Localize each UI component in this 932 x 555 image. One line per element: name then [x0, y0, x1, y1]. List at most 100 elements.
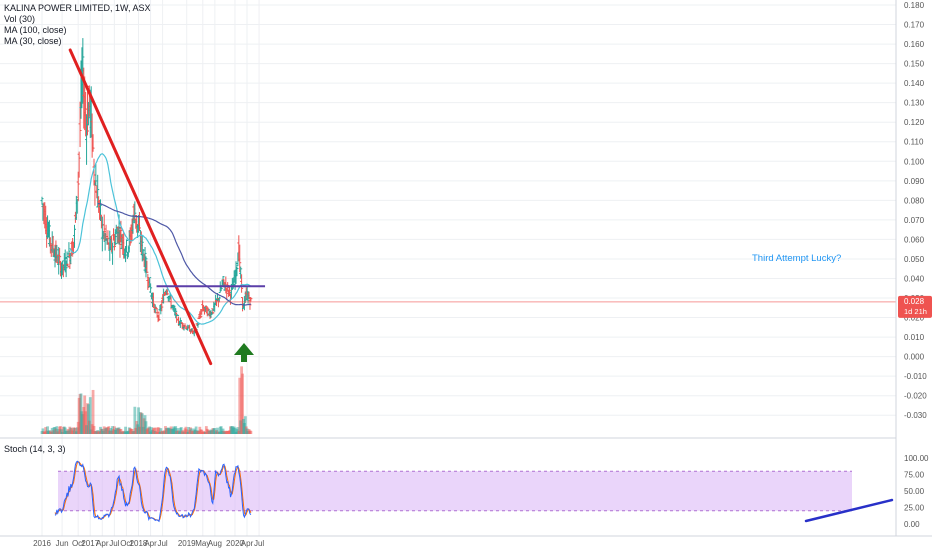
- grid: [0, 0, 896, 536]
- ohlc-bar: [60, 260, 64, 276]
- x-tick-label: 2018: [130, 539, 148, 548]
- volume-bar: [152, 427, 156, 434]
- ohlc-bar: [124, 239, 128, 253]
- drawings: Third Attempt Lucky?: [0, 48, 896, 366]
- stoch-tick-label: 100.00: [904, 454, 929, 463]
- up-arrow-head: [234, 343, 254, 355]
- volume-bar: [107, 426, 111, 434]
- volume-bar: [91, 389, 95, 434]
- volume-bar: [92, 425, 96, 434]
- ohlc-bar: [148, 277, 152, 288]
- volume-bar: [124, 426, 127, 434]
- stoch-k-line: [54, 460, 252, 523]
- volume-bar: [174, 426, 178, 434]
- x-tick-label: Oct: [72, 539, 85, 548]
- y-tick-label: 0.050: [904, 255, 925, 264]
- downtrend-line: [68, 48, 213, 366]
- ohlc-bar: [151, 292, 155, 309]
- ohlc-bar: [245, 286, 249, 301]
- ohlc-bar: [144, 256, 148, 278]
- volume-bar: [63, 427, 67, 434]
- ohlc-bar: [64, 260, 68, 278]
- volume-bar: [157, 427, 161, 434]
- ohlc-bar: [85, 91, 89, 136]
- ohlc-bar: [58, 247, 62, 264]
- price-tag-countdown: 1d 21h: [904, 307, 927, 316]
- volume-bar: [233, 427, 237, 434]
- y-tick-label: 0.180: [904, 1, 925, 10]
- stoch-label[interactable]: Stoch (14, 3, 3): [4, 444, 66, 454]
- ohlc-bar: [249, 297, 253, 302]
- y-tick-label: -0.020: [904, 392, 927, 401]
- y-tick-label: 0.160: [904, 40, 925, 49]
- y-tick-label: -0.010: [904, 372, 927, 381]
- volume-bar: [74, 427, 77, 434]
- volume-bar: [41, 428, 45, 434]
- ohlc-bar: [225, 288, 229, 301]
- y-tick-label: 0.020: [904, 314, 925, 323]
- ohlc-bar: [66, 263, 70, 268]
- volume-bar: [84, 411, 88, 434]
- ohlc-bar: [214, 294, 218, 306]
- x-tick-label: 2016: [33, 539, 51, 548]
- x-tick-label: Jun: [56, 539, 69, 548]
- ohlc-bar: [140, 235, 144, 262]
- chart-legend: KALINA POWER LIMITED, 1W, ASX Vol (30) M…: [4, 3, 151, 47]
- volume-bar: [200, 429, 204, 434]
- volume-bar: [243, 416, 247, 434]
- x-tick-label: Aug: [208, 539, 222, 548]
- volume-bar: [249, 430, 253, 434]
- stochastic-pane: [0, 437, 896, 523]
- stoch-trend-line: [804, 498, 894, 523]
- ohlc-bar: [145, 260, 149, 274]
- volume-bar: [44, 427, 48, 434]
- volume-bar: [238, 377, 242, 434]
- ohlc-bar: [51, 235, 55, 257]
- ohlc-bar: [178, 317, 182, 328]
- ma100-label[interactable]: MA (100, close): [4, 25, 67, 35]
- ohlc-bar: [94, 164, 98, 186]
- volume-bar: [87, 404, 90, 434]
- up-arrow-icon: [234, 343, 254, 362]
- ohlc-bar: [55, 244, 59, 262]
- volume-bar: [154, 427, 158, 434]
- volume-bar: [219, 426, 223, 434]
- x-tick-label: May: [195, 539, 210, 548]
- moving-averages: [69, 153, 252, 325]
- ohlc-bar: [111, 242, 115, 265]
- volume-bars: [40, 366, 253, 434]
- volume-bar: [159, 428, 163, 434]
- volume-bar: [236, 427, 240, 434]
- ohlc-bar: [131, 214, 135, 234]
- volume-bar: [194, 426, 198, 434]
- x-tick-label: Apr: [144, 539, 157, 548]
- ohlc-bar: [157, 311, 161, 322]
- vol-label[interactable]: Vol (30): [4, 14, 36, 24]
- volume-bar: [179, 427, 183, 434]
- volume-bar: [140, 413, 144, 434]
- volume-bar: [148, 426, 152, 434]
- annotation-text: Third Attempt Lucky?: [752, 253, 841, 264]
- ohlc-bar: [235, 266, 239, 277]
- stoch-tick-label: 75.00: [904, 471, 925, 480]
- ohlc-bar: [221, 276, 225, 286]
- volume-bar: [241, 373, 244, 434]
- ohlc-bar: [113, 229, 117, 246]
- ohlc-bar: [78, 101, 82, 148]
- ohlc-bar: [118, 229, 122, 258]
- ohlc-bar: [228, 286, 232, 297]
- y-tick-label: 0.080: [904, 196, 925, 205]
- stoch-tick-label: 25.00: [904, 504, 925, 513]
- ohlc-bar: [219, 286, 223, 292]
- y-tick-label: 0.120: [904, 118, 925, 127]
- ohlc-bar: [217, 296, 221, 302]
- x-tick-label: Jul: [254, 539, 264, 548]
- ma30-label[interactable]: MA (30, close): [4, 36, 62, 46]
- ohlc-bar: [176, 314, 180, 316]
- y-tick-label: 0.000: [904, 353, 925, 362]
- y-tick-label: 0.170: [904, 21, 925, 30]
- ohlc-bar: [98, 199, 102, 222]
